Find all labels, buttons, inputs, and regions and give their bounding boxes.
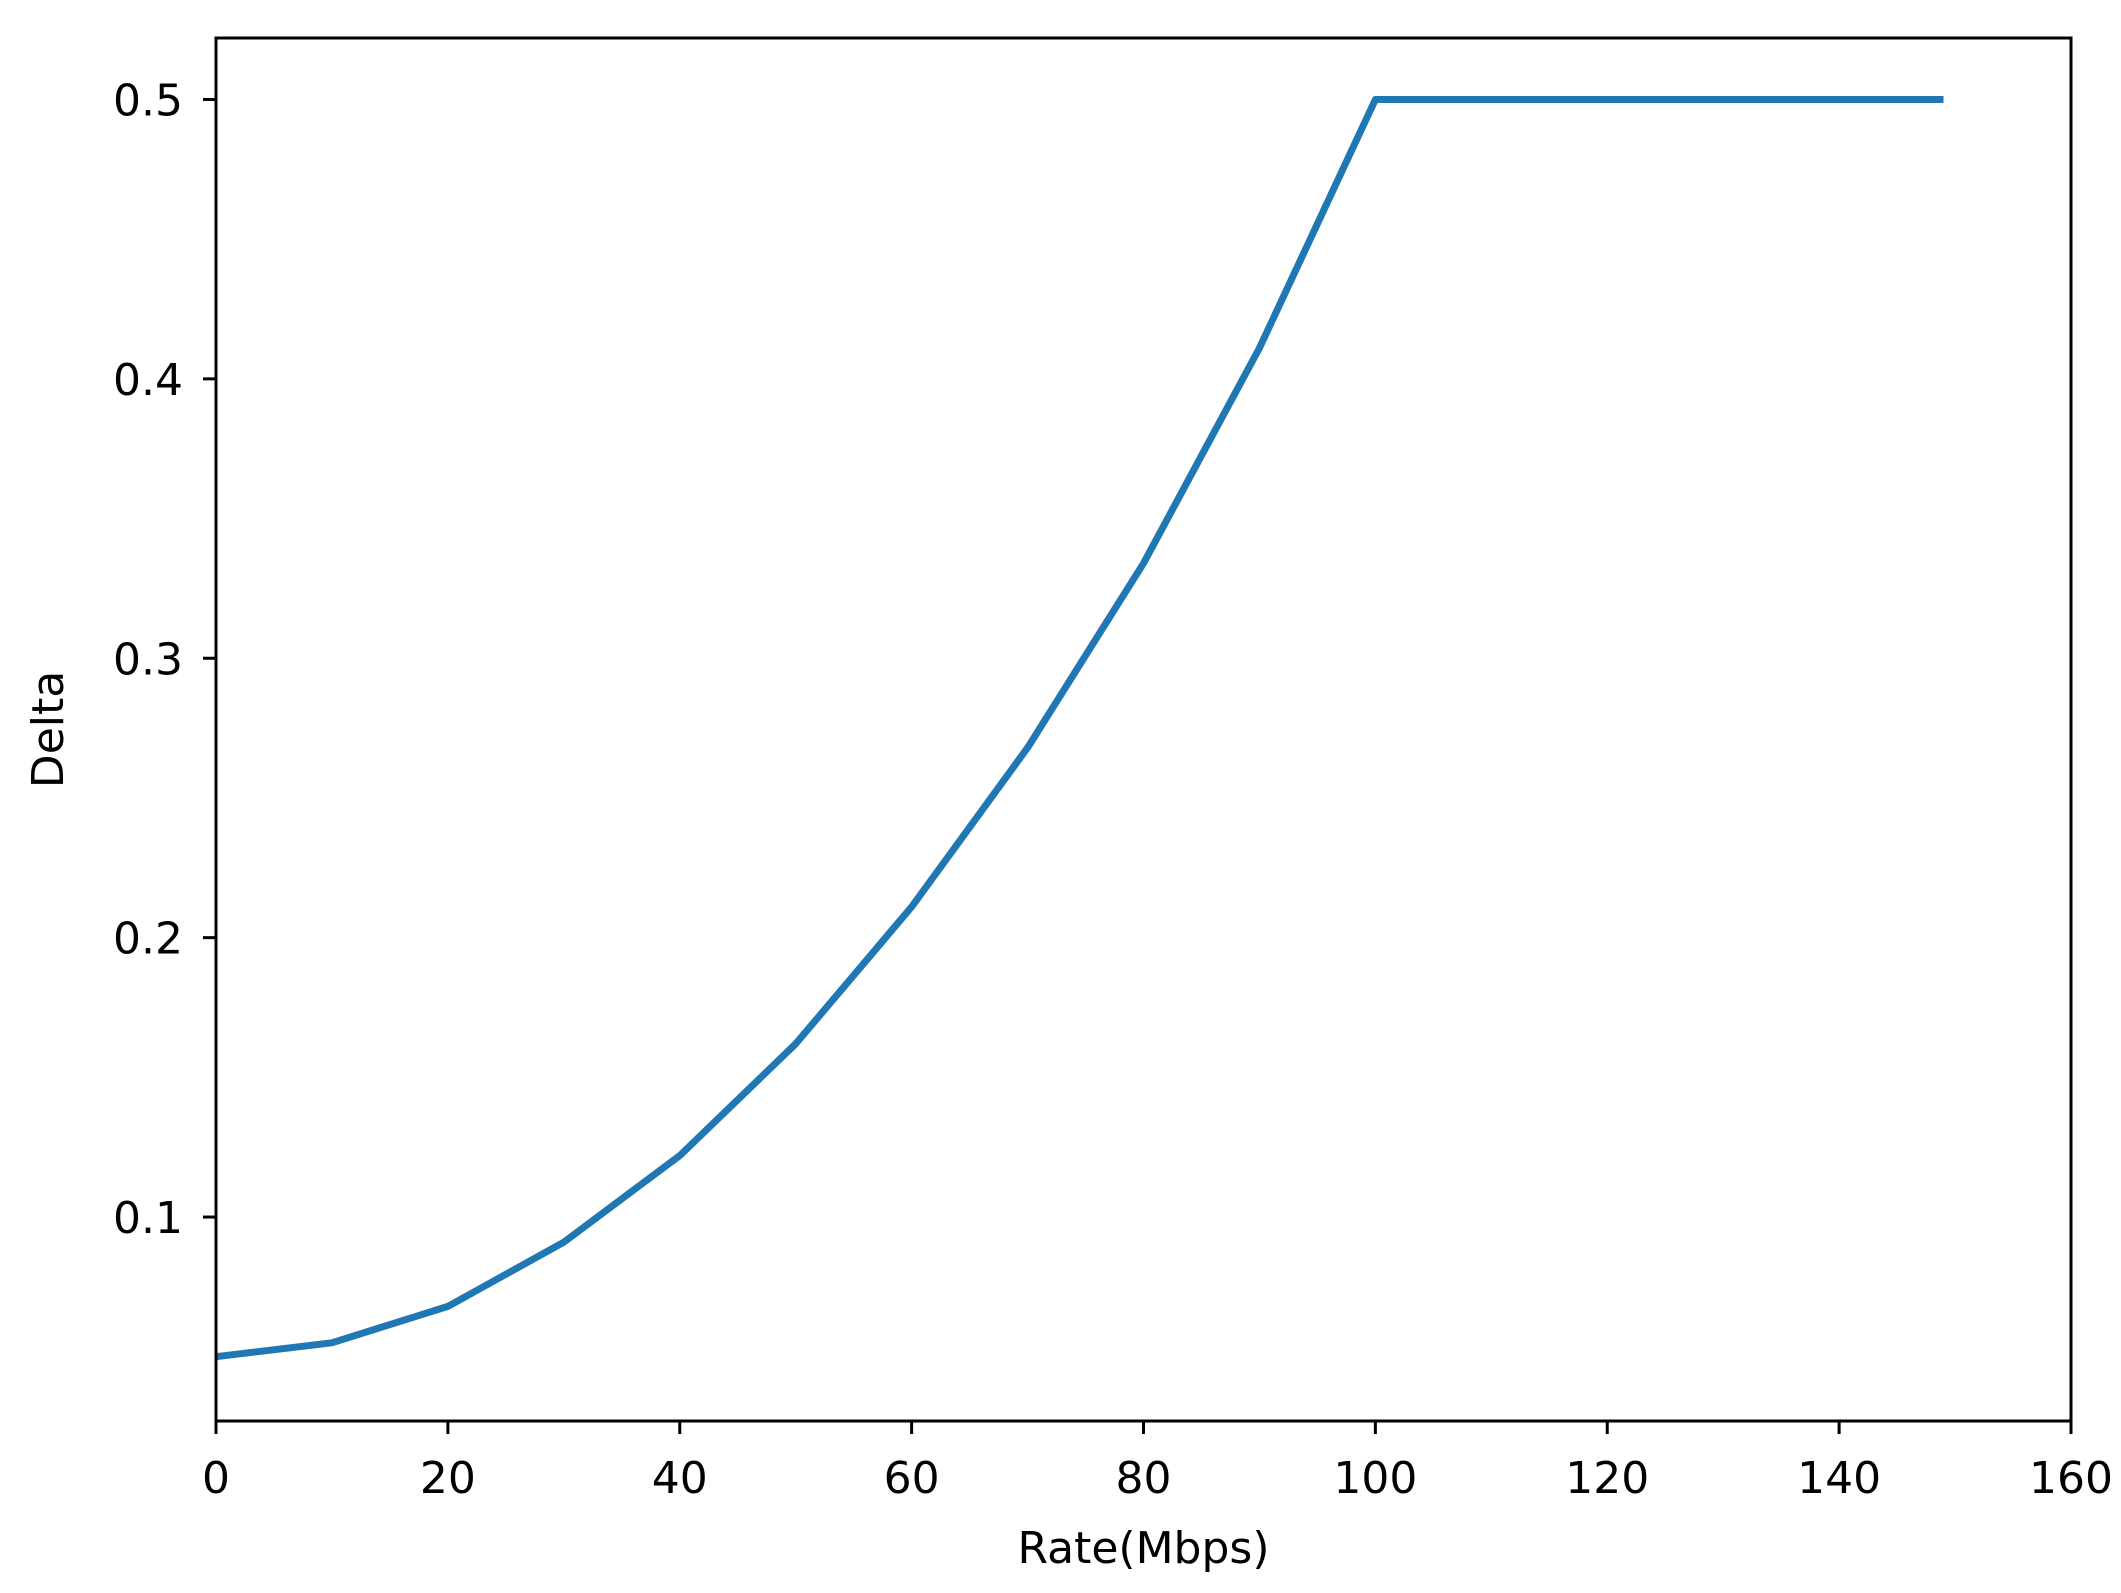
y-axis: 0.1 0.2 0.3 0.4 0.5 — [113, 75, 216, 1244]
x-axis-label: Rate(Mbps) — [1018, 1523, 1270, 1574]
x-axis: 0 20 40 60 80 100 120 140 160 — [202, 1421, 2113, 1504]
y-tick-label: 0.5 — [113, 75, 183, 126]
x-tick-label: 160 — [2029, 1453, 2113, 1504]
plot-area-frame — [214, 36, 2073, 1423]
x-tick-label: 100 — [1333, 1453, 1417, 1504]
y-tick-label: 0.2 — [113, 914, 183, 965]
x-tick-label: 40 — [652, 1453, 708, 1504]
x-tick-label: 120 — [1565, 1453, 1649, 1504]
x-tick-label: 20 — [420, 1453, 476, 1504]
y-tick-label: 0.4 — [113, 355, 183, 406]
y-tick-label: 0.3 — [113, 634, 183, 685]
y-tick-label: 0.1 — [113, 1193, 183, 1244]
x-tick-label: 140 — [1797, 1453, 1881, 1504]
x-tick-label: 80 — [1116, 1453, 1172, 1504]
x-tick-label: 0 — [202, 1453, 230, 1504]
series-layer — [215, 96, 1944, 1361]
y-axis-label: Delta — [23, 671, 74, 788]
series-line-0 — [215, 96, 1944, 1361]
x-tick-label: 60 — [884, 1453, 940, 1504]
